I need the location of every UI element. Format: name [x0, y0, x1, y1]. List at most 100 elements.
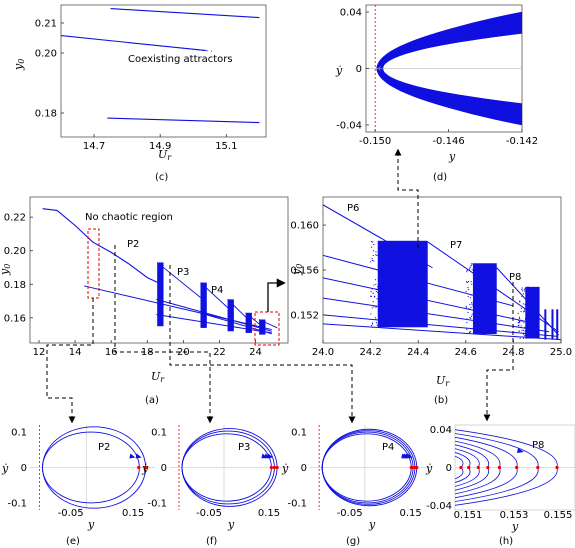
scatter-point — [378, 266, 380, 268]
scatter-point — [373, 260, 375, 262]
panel-c-annotation: Coexisting attractors — [128, 54, 233, 65]
panel-b-label-p7: P7 — [450, 240, 462, 251]
scatter-point — [471, 269, 473, 271]
scatter-point — [523, 333, 525, 335]
scatter-point — [198, 49, 200, 51]
y-tick-label: -0.04 — [336, 120, 362, 131]
scatter-point — [473, 298, 476, 300]
scatter-point — [471, 263, 473, 265]
scatter-point — [381, 310, 383, 312]
scatter-point — [371, 258, 373, 260]
scatter-point — [465, 290, 467, 293]
y-tick-label: 0.1 — [151, 428, 167, 439]
y-tick-label: 0.04 — [430, 425, 452, 436]
scatter-point — [381, 252, 383, 254]
scatter-point — [211, 50, 213, 52]
scatter-point — [378, 262, 380, 265]
scatter-point — [372, 254, 374, 257]
x-tick-label: -0.146 — [432, 136, 464, 147]
scatter-point — [470, 281, 472, 283]
poincare-point — [269, 465, 273, 470]
poincare-point — [415, 465, 419, 470]
scatter-point — [467, 311, 469, 314]
scatter-point — [375, 288, 377, 290]
scatter-point — [523, 289, 526, 291]
y-tick-label: 0.1 — [11, 428, 27, 439]
x-tick-label: 0.151 — [454, 510, 483, 521]
chaotic-band — [259, 319, 266, 335]
chaotic-band — [556, 309, 559, 340]
x-tick-label: 12 — [33, 347, 46, 358]
arrow-to-b — [267, 278, 286, 312]
upper-branch-line — [42, 208, 159, 284]
period-branch-line — [323, 297, 550, 333]
x-tick-label: 14.7 — [83, 141, 105, 152]
scatter-point — [475, 266, 477, 268]
poincare-point — [476, 465, 480, 470]
scatter-point — [524, 308, 526, 310]
poincare-point — [137, 465, 141, 470]
scatter-point — [376, 324, 378, 326]
scatter-point — [469, 317, 471, 319]
scatter-point — [187, 48, 189, 50]
arrow-to-d — [394, 148, 419, 248]
x-tick-label: 25.0 — [550, 347, 572, 358]
scatter-point — [469, 266, 471, 268]
panel-e-ylabel: ẏ — [1, 462, 9, 475]
scatter-point — [473, 322, 475, 324]
scatter-point — [372, 292, 374, 294]
panel-a-ylabel: y0 — [0, 264, 12, 276]
scatter-point — [467, 286, 469, 289]
scatter-point — [521, 295, 523, 297]
y-tick-label: 0.18 — [4, 280, 26, 291]
scatter-point — [202, 49, 204, 51]
poincare-point — [486, 465, 490, 470]
scatter-point — [468, 269, 471, 271]
scatter-point — [381, 298, 383, 300]
scatter-point — [376, 298, 378, 300]
scatter-point — [370, 324, 373, 327]
scatter-point — [472, 305, 474, 307]
panel-d: -0.150 -0.146 -0.142 0.04 0 -0.04 y ẏ (d) — [335, 4, 538, 183]
panel-b-xlabel: Ur — [436, 374, 450, 388]
scatter-point — [192, 48, 194, 50]
panel-a-label-p4: P4 — [211, 285, 223, 296]
orbit-arrow — [135, 453, 142, 459]
panel-e-label: P2 — [98, 442, 110, 453]
scatter-point — [466, 328, 468, 330]
scatter-point — [471, 302, 473, 304]
scatter-point — [467, 296, 469, 298]
y-tick-label: 0 — [21, 463, 27, 474]
panel-a: 12 14 16 18 20 22 240.220.200.180.16 No chaoti… — [0, 196, 289, 406]
y-tick-label: -0.1 — [7, 498, 27, 509]
scatter-point — [524, 332, 527, 334]
panel-c-frame — [60, 4, 267, 138]
scatter-point — [526, 301, 529, 303]
window-branch-line — [227, 299, 246, 318]
x-tick-label: 0.15 — [122, 508, 144, 519]
scatter-point — [475, 320, 477, 322]
scatter-point — [375, 254, 377, 256]
chaotic-band — [200, 282, 207, 328]
arrow-to-f — [114, 245, 214, 424]
chaotic-band — [551, 309, 554, 340]
scatter-point — [529, 306, 531, 308]
y-tick-label: 0.160 — [290, 221, 319, 232]
x-tick-label: -0.05 — [337, 508, 363, 519]
scatter-point — [524, 290, 526, 292]
scatter-point — [522, 293, 525, 295]
panel-g-xlabel: y — [368, 518, 376, 531]
panel-e-caption: (e) — [66, 536, 80, 547]
y-tick-label: 0.16 — [4, 313, 26, 324]
scatter-point — [525, 318, 527, 320]
panel-f-xlabel: y — [227, 518, 235, 531]
chaotic-band — [157, 262, 164, 327]
scatter-point — [470, 328, 472, 330]
scatter-point — [518, 324, 520, 326]
x-tick-label: 0.15 — [258, 508, 280, 519]
branch-line — [110, 8, 260, 19]
scatter-point — [199, 49, 201, 51]
scatter-point — [523, 321, 525, 324]
scatter-point — [521, 320, 523, 322]
zoom-box-tail — [254, 311, 280, 346]
